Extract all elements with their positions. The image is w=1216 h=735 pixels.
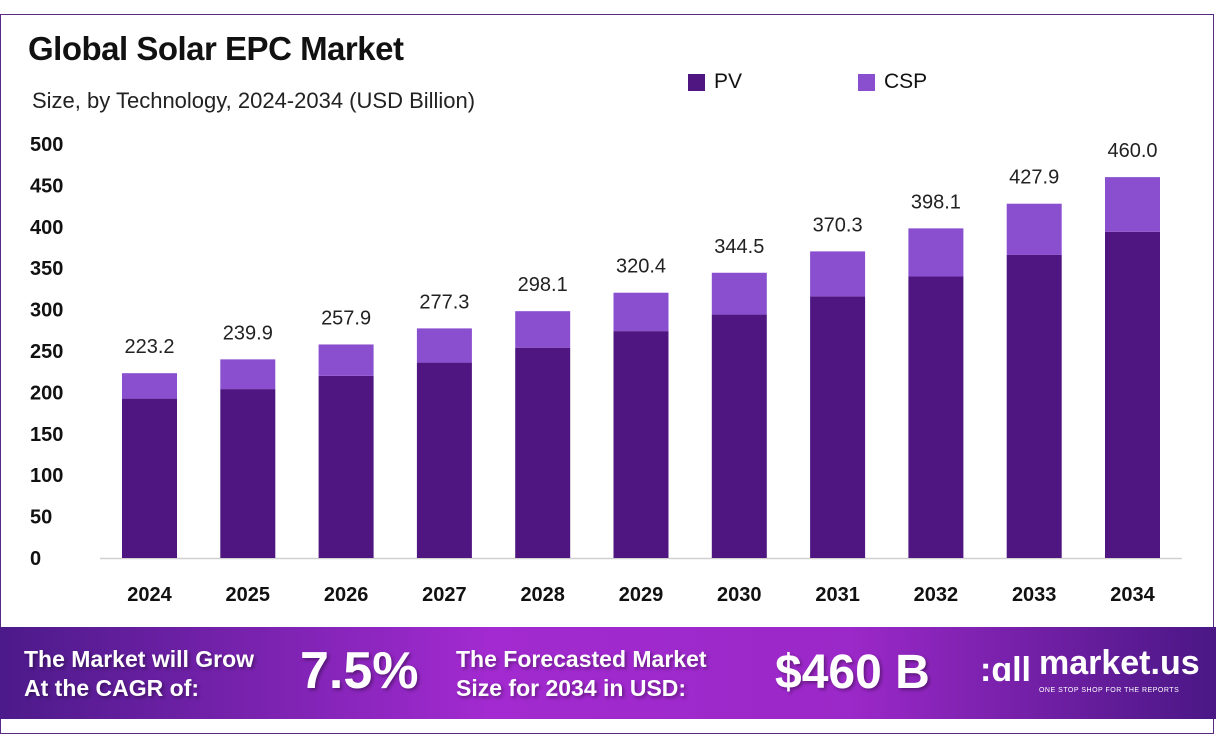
y-tick-label: 450 — [30, 175, 63, 197]
data-label-total: 344.5 — [714, 236, 764, 258]
logo-icon: :ɑll — [980, 650, 1031, 689]
bar-pv-2026 — [318, 375, 374, 558]
bar-csp-2032 — [908, 228, 964, 277]
bar-csp-2028 — [515, 311, 571, 348]
bar-csp-2027 — [416, 328, 472, 363]
x-tick-label: 2034 — [1110, 584, 1155, 606]
forecast-label: The Forecasted Market Size for 2034 in US… — [456, 645, 707, 703]
bar-chart: 0 50 100 150 200 250 300 350 400 450 500 223.2 2024 2… — [30, 134, 1182, 606]
bar-csp-2034 — [1105, 177, 1160, 232]
bar-csp-2024 — [122, 373, 177, 399]
cagr-label: The Market will Grow At the CAGR of: — [24, 645, 254, 703]
x-tick-label: 2027 — [422, 584, 467, 606]
legend-item-csp: CSP — [858, 70, 1028, 94]
chart-title: Global Solar EPC Market — [28, 30, 404, 67]
logo-tagline: ONE STOP SHOP FOR THE REPORTS — [1038, 687, 1180, 694]
cagr-value: 7.5% — [300, 642, 419, 700]
bar-pv-2034 — [1105, 231, 1160, 558]
data-label-total: 460.0 — [1107, 140, 1157, 162]
data-label-total: 257.9 — [321, 307, 371, 329]
x-tick-label: 2033 — [1012, 584, 1057, 606]
data-label-total: 320.4 — [616, 256, 666, 278]
bar-pv-2025 — [220, 389, 276, 558]
chart-subtitle: Size, by Technology, 2024-2034 (USD Bill… — [32, 88, 476, 113]
bar-pv-2030 — [711, 314, 767, 558]
x-tick-label: 2026 — [324, 584, 369, 606]
forecast-value: $460 B — [775, 646, 930, 699]
y-tick-label: 150 — [30, 424, 63, 446]
chart-frame — [0, 14, 1214, 734]
y-tick-label: 350 — [30, 258, 63, 280]
bar-pv-2029 — [613, 331, 669, 558]
bar-pv-2031 — [810, 296, 866, 558]
bar-pv-2024 — [122, 398, 177, 558]
y-tick-label: 500 — [30, 134, 63, 156]
data-label-total: 398.1 — [911, 191, 961, 213]
data-label-total: 427.9 — [1009, 167, 1059, 189]
y-tick-label: 300 — [30, 300, 63, 322]
y-tick-label: 400 — [30, 217, 63, 239]
data-label-total: 239.9 — [223, 322, 273, 344]
logo-name: market.us — [1038, 644, 1200, 682]
bar-pv-2032 — [908, 276, 964, 558]
legend-swatch-pv — [688, 73, 705, 91]
x-tick-label: 2029 — [619, 584, 664, 606]
y-tick-label: 50 — [30, 507, 52, 529]
x-tick-label: 2031 — [815, 584, 860, 606]
forecast-label-line2: Size for 2034 in USD: — [456, 675, 687, 701]
y-tick-label: 0 — [30, 548, 41, 570]
legend-item-pv: PV — [688, 70, 858, 94]
legend-label-csp: CSP — [884, 70, 928, 93]
forecast-label-line1: The Forecasted Market — [456, 646, 707, 672]
x-tick-label: 2028 — [520, 584, 565, 606]
bar-csp-2025 — [220, 359, 276, 390]
legend: PV CSP — [688, 70, 1028, 94]
x-tick-label: 2030 — [717, 584, 762, 606]
bar-csp-2030 — [711, 272, 767, 315]
cagr-label-line2: At the CAGR of: — [24, 675, 200, 701]
legend-label-pv: PV — [714, 70, 743, 93]
x-tick-label: 2032 — [914, 584, 959, 606]
y-tick-label: 200 — [30, 382, 63, 404]
bar-csp-2026 — [318, 344, 374, 376]
data-label-total: 298.1 — [518, 274, 568, 296]
data-label-total: 277.3 — [419, 291, 469, 313]
footer-banner: The Market will Grow At the CAGR of: 7.5%… — [0, 627, 1216, 719]
x-tick-label: 2024 — [127, 584, 172, 606]
y-tick-label: 100 — [30, 465, 63, 487]
data-label-total: 370.3 — [813, 214, 863, 236]
bar-pv-2028 — [515, 347, 571, 558]
legend-swatch-csp — [858, 73, 875, 91]
y-tick-label: 250 — [30, 341, 63, 363]
bar-csp-2031 — [810, 251, 866, 297]
bar-csp-2029 — [613, 292, 669, 332]
bar-pv-2033 — [1006, 254, 1062, 558]
market-us-logo: :ɑll market.us ONE STOP SHOP FOR THE REPO… — [980, 643, 1200, 696]
cagr-label-line1: The Market will Grow — [24, 646, 255, 672]
data-label-total: 223.2 — [124, 336, 174, 358]
bar-csp-2033 — [1006, 203, 1062, 255]
bar-pv-2027 — [416, 362, 472, 558]
x-tick-label: 2025 — [226, 584, 271, 606]
